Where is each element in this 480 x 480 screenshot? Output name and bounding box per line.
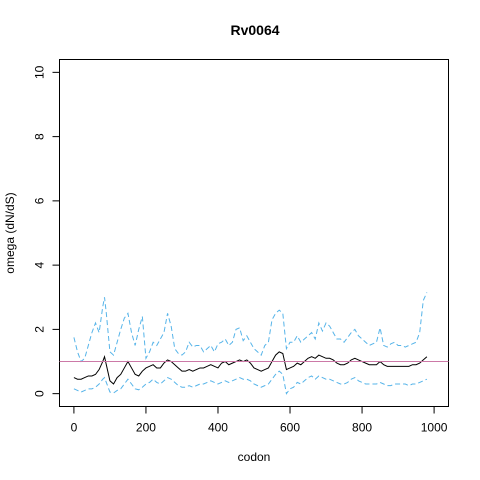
series-line-upper — [73, 292, 428, 363]
y-tick-label: 2 — [33, 326, 47, 333]
x-tick-label: 400 — [208, 421, 228, 435]
x-tick-label: 1000 — [421, 421, 448, 435]
y-tick-label: 10 — [33, 65, 47, 79]
y-axis-label: omega (dN/dS) — [3, 192, 17, 273]
x-axis: 0 200 400 600 800 1000 — [71, 406, 448, 435]
series-line-omega — [73, 351, 428, 385]
plot-frame — [59, 59, 449, 407]
x-tick-label: 0 — [71, 421, 78, 435]
x-tick-label: 200 — [136, 421, 156, 435]
chart-title: Rv0064 — [230, 22, 279, 38]
y-tick-label: 8 — [33, 133, 47, 140]
y-tick-label: 4 — [33, 261, 47, 268]
x-tick-label: 800 — [352, 421, 372, 435]
y-tick-label: 6 — [33, 197, 47, 204]
x-axis-label: codon — [238, 450, 271, 464]
series-line-lower — [73, 370, 428, 395]
x-tick-label: 600 — [280, 421, 300, 435]
y-tick-label: 0 — [33, 390, 47, 397]
y-axis: 0 2 4 6 8 10 — [33, 65, 60, 397]
series-layer — [59, 292, 449, 395]
